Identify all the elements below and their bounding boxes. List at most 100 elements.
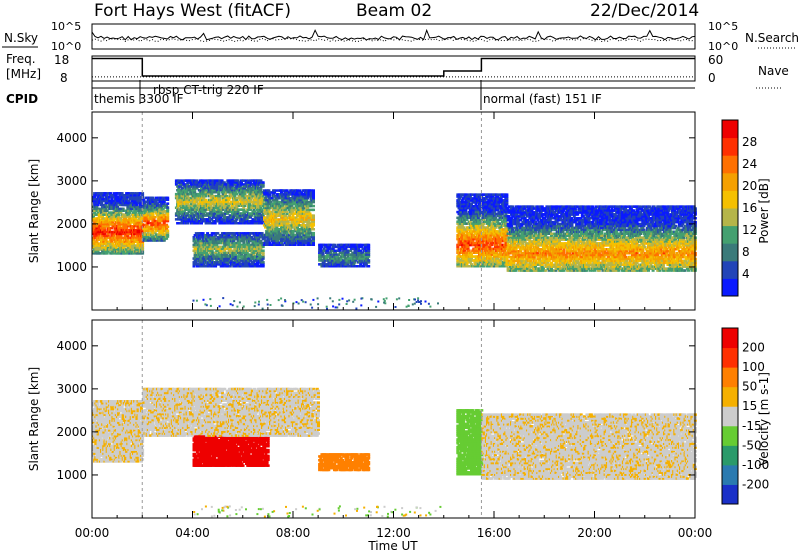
power-cell bbox=[281, 197, 285, 200]
power-cell bbox=[237, 236, 241, 239]
power-cell bbox=[105, 215, 109, 218]
power-cell bbox=[205, 220, 209, 223]
power-cell bbox=[165, 223, 169, 227]
power-cell bbox=[252, 234, 256, 237]
power-cell bbox=[166, 219, 170, 223]
power-cell bbox=[226, 263, 230, 266]
power-cell bbox=[197, 181, 201, 184]
power-cell bbox=[197, 194, 201, 198]
power-cell bbox=[120, 192, 124, 195]
power-cell bbox=[146, 221, 150, 225]
power-cell bbox=[126, 195, 130, 199]
power-cell bbox=[240, 220, 243, 223]
power-cell bbox=[194, 263, 198, 266]
power-cell bbox=[109, 192, 113, 195]
power-cell bbox=[211, 202, 215, 206]
power-cell bbox=[141, 240, 145, 243]
power-cell bbox=[257, 202, 261, 206]
power-cell bbox=[215, 259, 219, 262]
power-cell bbox=[161, 235, 165, 238]
power-cell bbox=[126, 219, 130, 222]
power-cell bbox=[290, 212, 294, 215]
power-cell bbox=[243, 245, 247, 249]
power-cell bbox=[179, 185, 183, 188]
power-cell bbox=[100, 194, 103, 197]
power-cell bbox=[210, 259, 214, 262]
power-cell bbox=[105, 252, 109, 255]
power-cell bbox=[223, 234, 227, 237]
power-cell bbox=[112, 199, 116, 203]
power-cell bbox=[228, 185, 232, 188]
power-cell bbox=[261, 194, 265, 198]
power-cell bbox=[230, 212, 234, 215]
power-cell bbox=[238, 214, 242, 217]
power-cell bbox=[232, 220, 235, 223]
power-cell bbox=[150, 225, 154, 229]
power-cell bbox=[243, 232, 247, 235]
power-cell bbox=[100, 211, 103, 214]
power-cell bbox=[142, 210, 146, 213]
power-cell bbox=[137, 242, 141, 245]
power-cell bbox=[219, 210, 223, 213]
power-cell bbox=[240, 243, 244, 247]
power-cell bbox=[367, 259, 371, 262]
power-cell bbox=[145, 223, 149, 227]
power-cell bbox=[208, 200, 211, 204]
power-cell bbox=[266, 210, 270, 214]
power-cell bbox=[116, 250, 119, 253]
power-cell bbox=[113, 213, 117, 216]
power-cell bbox=[146, 200, 150, 203]
power-cell bbox=[273, 189, 277, 192]
power-cell bbox=[259, 247, 263, 251]
power-cell bbox=[129, 221, 133, 224]
power-cell bbox=[227, 241, 231, 245]
power-cell bbox=[285, 212, 289, 215]
power-cell bbox=[201, 192, 205, 196]
power-cell bbox=[220, 220, 224, 223]
power-cell bbox=[248, 236, 252, 239]
power-cell bbox=[266, 202, 270, 206]
power-cell bbox=[214, 265, 218, 268]
noise-sky-trace bbox=[91, 28, 696, 41]
power-cell bbox=[233, 194, 237, 198]
power-cell bbox=[281, 226, 285, 229]
power-cell bbox=[117, 209, 121, 212]
power-cell bbox=[244, 259, 248, 262]
power-cell bbox=[96, 248, 100, 251]
power-cell bbox=[206, 192, 210, 196]
power-cell bbox=[121, 207, 125, 211]
power-cell bbox=[122, 225, 126, 228]
power-cell bbox=[106, 250, 110, 253]
power-cell bbox=[193, 234, 197, 237]
power-cell bbox=[262, 237, 266, 241]
power-cell bbox=[203, 234, 207, 237]
power-cell bbox=[146, 214, 150, 217]
power-cell bbox=[93, 195, 97, 199]
power-cell bbox=[130, 201, 134, 205]
power-cell bbox=[203, 259, 207, 262]
power-cell bbox=[203, 245, 207, 249]
power-cell bbox=[187, 216, 191, 219]
power-cell bbox=[292, 235, 296, 239]
power-cell bbox=[250, 243, 254, 247]
power-cell bbox=[158, 219, 162, 223]
power-cell bbox=[253, 255, 257, 258]
power-cell bbox=[289, 239, 293, 243]
power-cell bbox=[215, 249, 219, 252]
power-cell bbox=[114, 194, 118, 197]
power-cell bbox=[246, 216, 250, 219]
power-cell bbox=[130, 207, 134, 211]
power-cell bbox=[274, 231, 278, 235]
power-cell bbox=[192, 198, 195, 202]
power-cell bbox=[247, 261, 250, 264]
power-cell bbox=[253, 218, 257, 221]
power-cell bbox=[132, 221, 135, 224]
power-cell bbox=[146, 219, 150, 223]
power-cell bbox=[128, 223, 132, 226]
power-cell bbox=[146, 235, 150, 238]
power-cell bbox=[248, 234, 252, 237]
power-cell bbox=[237, 241, 241, 245]
power-cell bbox=[96, 203, 100, 207]
power-cell bbox=[251, 241, 255, 245]
power-cell bbox=[280, 210, 283, 214]
